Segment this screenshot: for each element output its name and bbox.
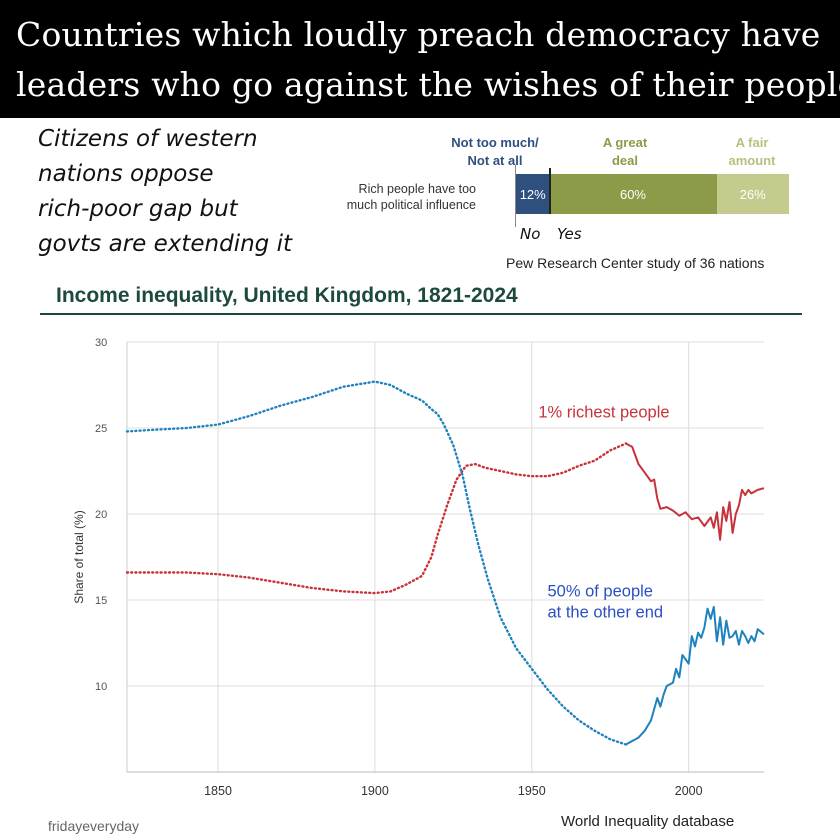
pew-header-great-deal-line-1: A great [602, 135, 648, 150]
headline-line-2: leaders who go against the wishes of the… [16, 65, 840, 104]
chart-title: Income inequality, United Kingdom, 1821-… [56, 284, 518, 307]
credit-text: fridayeveryday [48, 818, 140, 834]
claim-text: Citizens of western nations oppose rich-… [38, 122, 328, 262]
pew-question-line-1: Rich people have too [358, 182, 476, 196]
pew-header-not-too-much-line-2: Not at all [467, 153, 523, 168]
pew-bar-segment: 60% [549, 174, 717, 214]
pew-question: Rich people have too much political infl… [296, 181, 476, 213]
x-tick-label: 1850 [204, 784, 232, 798]
pew-axis-line [515, 165, 516, 227]
pew-header-great-deal: A great deal [580, 134, 670, 170]
pew-vote-no: No [520, 225, 541, 243]
series-line-solid [625, 442, 765, 541]
y-tick-label: 30 [95, 337, 107, 349]
pew-header-fair-amount-line-2: amount [728, 153, 776, 168]
pew-header-fair-amount: A fair amount [712, 134, 792, 170]
series-label-richest: 1% richest people [538, 404, 669, 422]
pew-question-line-2: much political influence [346, 198, 476, 212]
pew-header-great-deal-line-2: deal [611, 153, 638, 168]
pew-bar-separator [549, 168, 551, 214]
series-line-dotted [125, 380, 628, 746]
claim-line-1: Citizens of western [38, 126, 258, 152]
pew-bar-segment: 26% [716, 174, 789, 214]
x-tick-label: 1950 [518, 784, 546, 798]
x-tick-label: 1900 [361, 784, 389, 798]
y-axis-label: Share of total (%) [72, 510, 86, 603]
pew-source: Pew Research Center study of 36 nations [506, 255, 765, 271]
series-label-bottom-half: at the other end [547, 604, 663, 622]
chart-title-rule [40, 313, 802, 315]
claim-line-2: nations oppose [38, 161, 214, 187]
series-label-bottom-half: 50% of people [547, 583, 653, 601]
y-tick-label: 20 [95, 509, 107, 521]
y-tick-label: 15 [95, 595, 107, 607]
y-tick-label: 10 [95, 681, 107, 693]
claim-line-3: rich-poor gap but [38, 196, 238, 222]
headline-banner: Countries which loudly preach democracy … [0, 0, 840, 118]
x-tick-label: 2000 [675, 784, 703, 798]
claim-line-4: govts are extending it [38, 231, 292, 257]
pew-vote-yes: Yes [557, 225, 582, 243]
pew-header-fair-amount-line-1: A fair [735, 135, 769, 150]
headline-line-1: Countries which loudly preach democracy … [16, 15, 821, 54]
pew-header-not-too-much: Not too much/ Not at all [430, 134, 560, 170]
series-line-dotted [125, 442, 628, 595]
pew-header-not-too-much-line-1: Not too much/ [451, 135, 539, 150]
pew-bar-segment: 12% [516, 174, 550, 214]
source-text: World Inequality database [561, 813, 735, 830]
series-line-solid [625, 605, 765, 746]
y-tick-label: 25 [95, 423, 107, 435]
